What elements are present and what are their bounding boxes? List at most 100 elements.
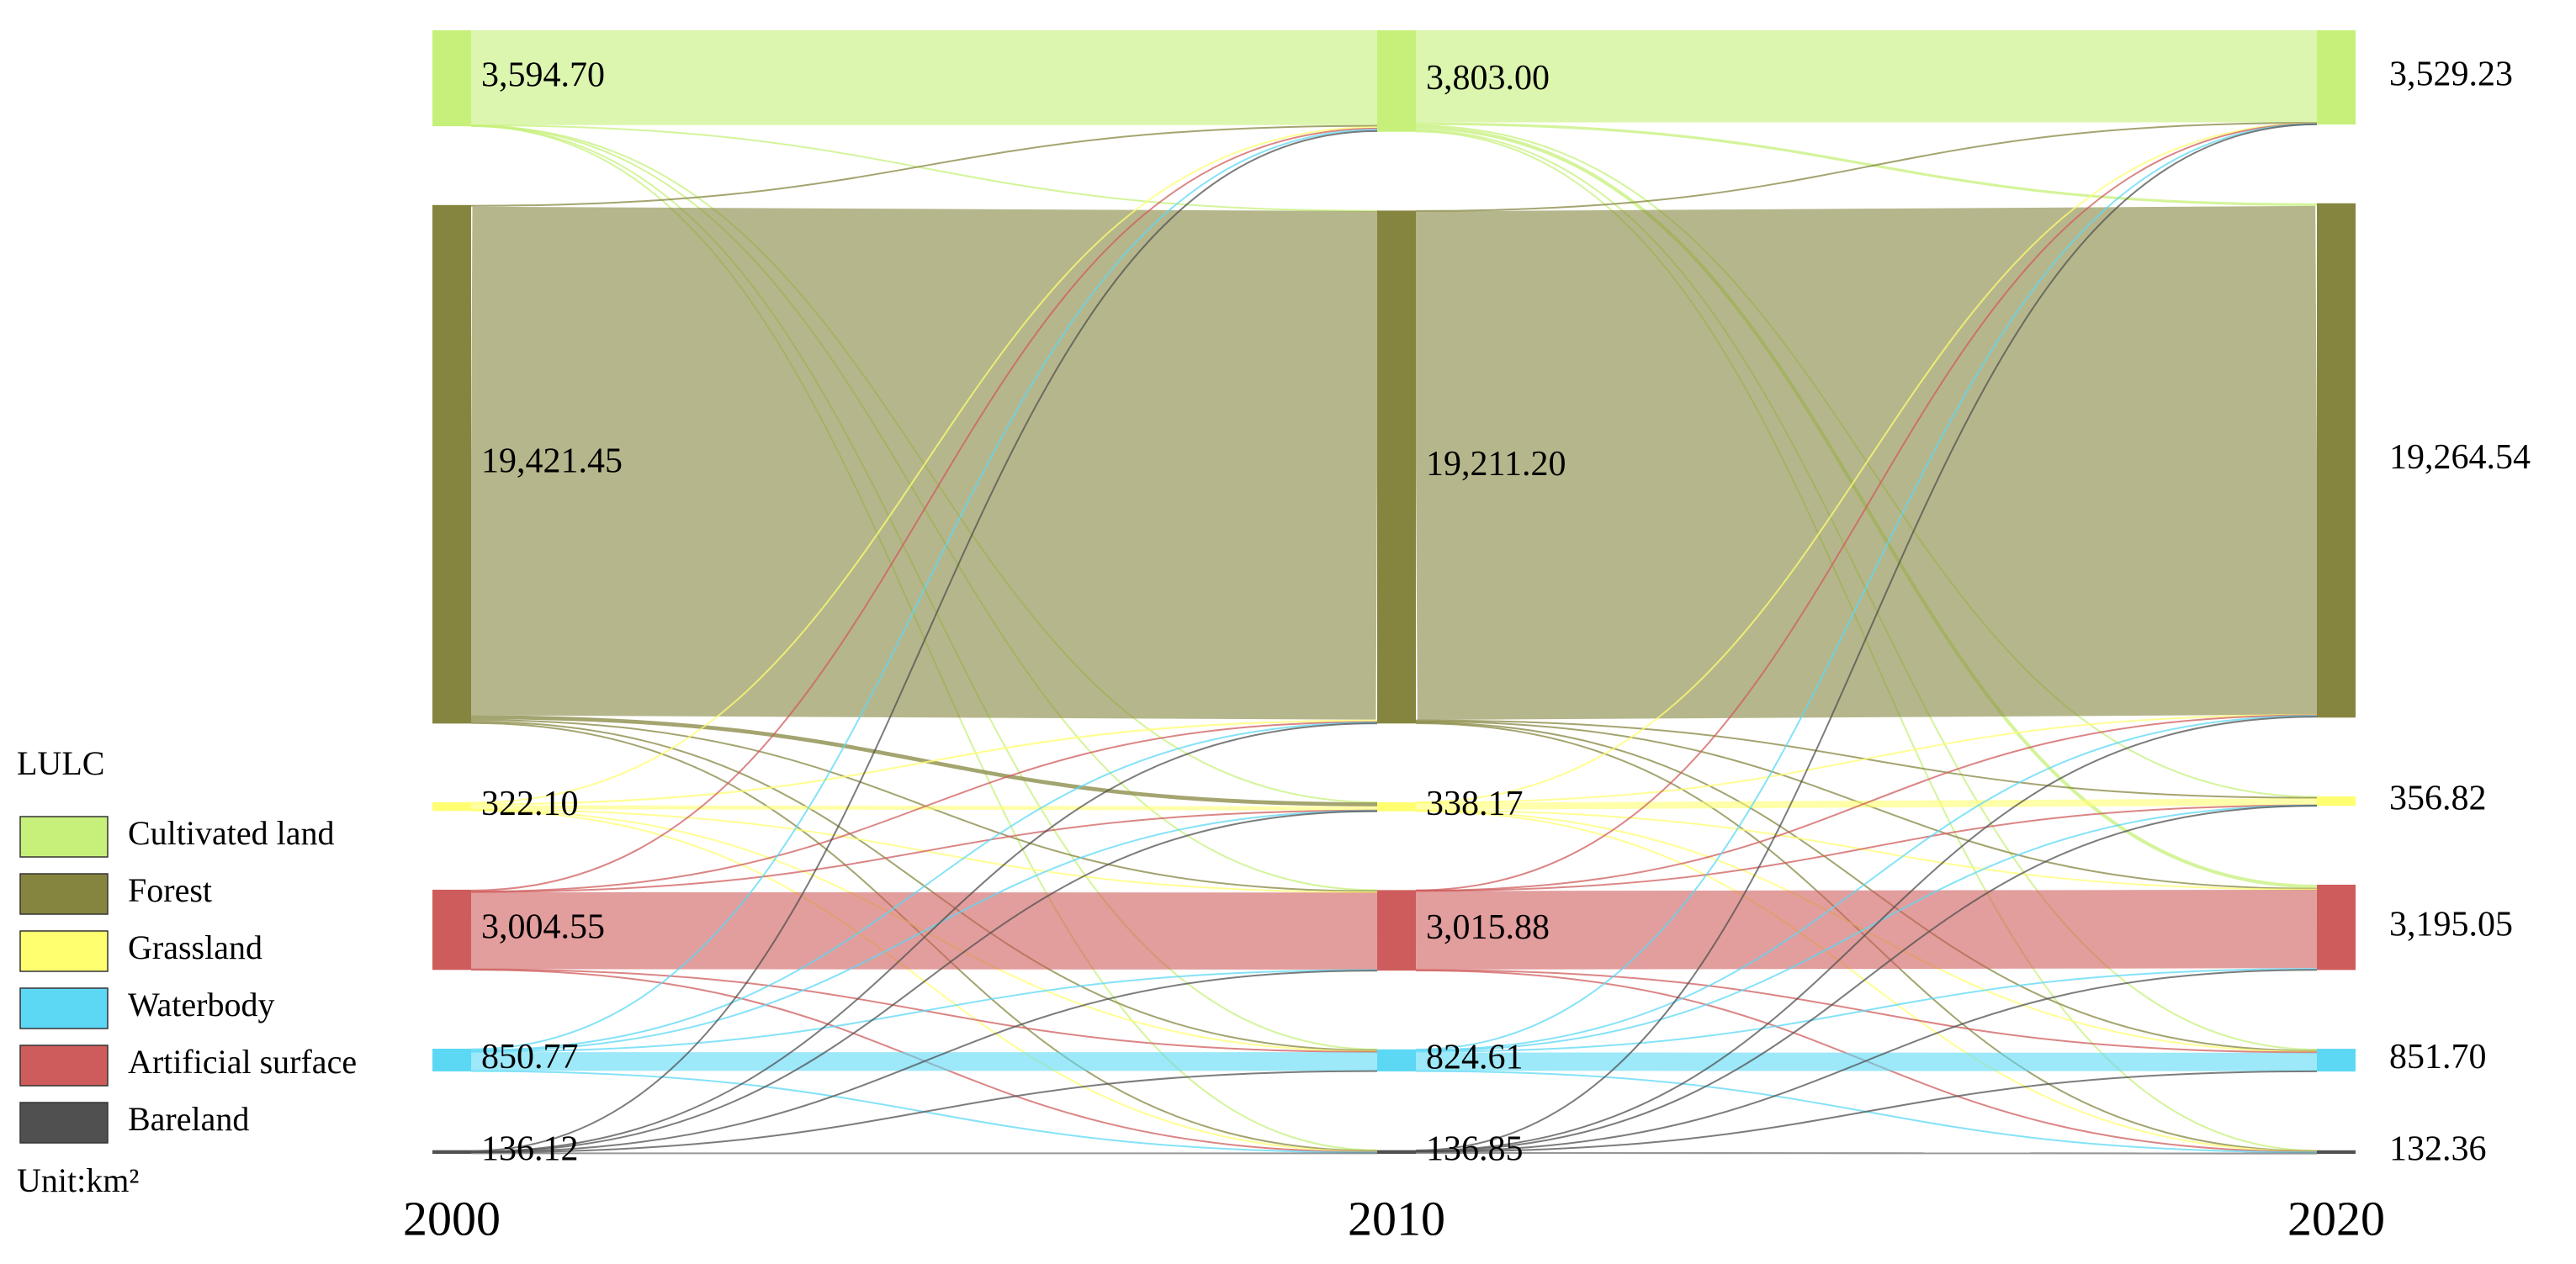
node (2317, 1150, 2356, 1154)
flow (470, 969, 1378, 1053)
legend-label: Grassland (128, 928, 262, 966)
node (2317, 30, 2356, 125)
value-label: 3,004.55 (481, 907, 605, 946)
legend-swatch (19, 816, 109, 858)
legend-label: Cultivated land (128, 814, 335, 852)
legend-swatch (19, 987, 109, 1029)
legend-label: Artificial surface (128, 1043, 357, 1081)
flow (470, 722, 1378, 1153)
node (2317, 203, 2356, 718)
value-label: 824.61 (1426, 1039, 1524, 1077)
flow (1415, 798, 2318, 811)
flow (470, 810, 1378, 1052)
legend-title: LULC (17, 744, 104, 782)
legend-label: Bareland (128, 1100, 249, 1138)
flow (470, 130, 1378, 1152)
value-label: 356.82 (2389, 779, 2487, 817)
flow (1415, 889, 2318, 970)
value-label: 132.36 (2389, 1130, 2487, 1169)
flow (470, 809, 1378, 893)
value-label: 3,529.23 (2389, 56, 2513, 94)
node (432, 1048, 471, 1072)
flow (1415, 969, 2318, 1153)
flow (1415, 122, 2318, 206)
nodes (432, 30, 2356, 1154)
flow (1415, 716, 2318, 1152)
node (1377, 30, 1416, 132)
legend-swatch (19, 873, 109, 915)
flow (470, 719, 1378, 806)
flow (470, 722, 1378, 1051)
flow (470, 206, 1378, 720)
flow (470, 124, 1378, 212)
node (1377, 1049, 1416, 1071)
node (432, 1150, 471, 1154)
node (432, 30, 471, 127)
flow (470, 715, 1378, 807)
node (2317, 884, 2356, 970)
value-label: 850.77 (481, 1038, 579, 1076)
flow (1415, 1151, 2318, 1155)
value-label: 338.17 (1426, 785, 1524, 823)
flow (470, 719, 1378, 892)
flow (1415, 714, 2318, 892)
value-label: 19,264.54 (2389, 438, 2531, 477)
flow (470, 126, 1378, 804)
node (1377, 1150, 1416, 1154)
flow (1415, 968, 2318, 1053)
flow (1415, 804, 2318, 892)
labels: 3,594.70 3,803.00 3,529.23 19,421.45 19,211.… (481, 56, 2531, 1169)
legend-label: Forest (128, 871, 212, 909)
value-label: 851.70 (2389, 1038, 2487, 1076)
value-label: 19,211.20 (1426, 445, 1566, 484)
flows (470, 29, 2318, 1155)
node (432, 889, 471, 970)
year-label: 2010 (1348, 1191, 1445, 1245)
legend-swatch (19, 1102, 109, 1144)
flow (470, 970, 1378, 1154)
flow (470, 810, 1378, 1153)
flow (470, 1070, 1378, 1154)
flow (1415, 805, 2318, 1152)
node (2317, 796, 2356, 807)
flow (1415, 123, 2318, 891)
flow (1415, 122, 2318, 212)
flow (1415, 123, 2318, 1050)
flow (1415, 122, 2318, 804)
flow (1415, 810, 2318, 1153)
value-label: 136.12 (481, 1129, 579, 1168)
legend-label: Waterbody (128, 986, 275, 1023)
flow (1415, 715, 2318, 1051)
flow (470, 127, 1378, 891)
year-label: 2000 (403, 1191, 501, 1245)
year-label: 2020 (2287, 1191, 2385, 1245)
value-label: 3,803.00 (1426, 59, 1550, 98)
flow (1415, 804, 2318, 1052)
value-label: 3,594.70 (481, 56, 605, 95)
value-label: 3,015.88 (1426, 908, 1550, 947)
flow (1415, 1070, 2318, 1153)
flow (1415, 713, 2318, 804)
flow (470, 124, 1378, 207)
value-label: 136.85 (1426, 1129, 1524, 1168)
node (1377, 890, 1416, 971)
unit-label: Unit:km² (17, 1161, 139, 1199)
node (1377, 801, 1416, 812)
node (1377, 210, 1416, 724)
flow (470, 721, 1378, 893)
node (2317, 1049, 2356, 1072)
flow (1415, 721, 2318, 1052)
flow (470, 805, 1378, 811)
value-label: 19,421.45 (481, 442, 623, 481)
legend-swatch (19, 930, 109, 972)
flow (1415, 123, 2318, 1151)
value-label: 3,195.05 (2389, 905, 2513, 944)
flow (470, 129, 1378, 1050)
legend-swatch (19, 1045, 109, 1087)
node (432, 204, 471, 724)
node (432, 802, 471, 812)
value-label: 322.10 (481, 785, 579, 823)
flow (1415, 809, 2318, 891)
